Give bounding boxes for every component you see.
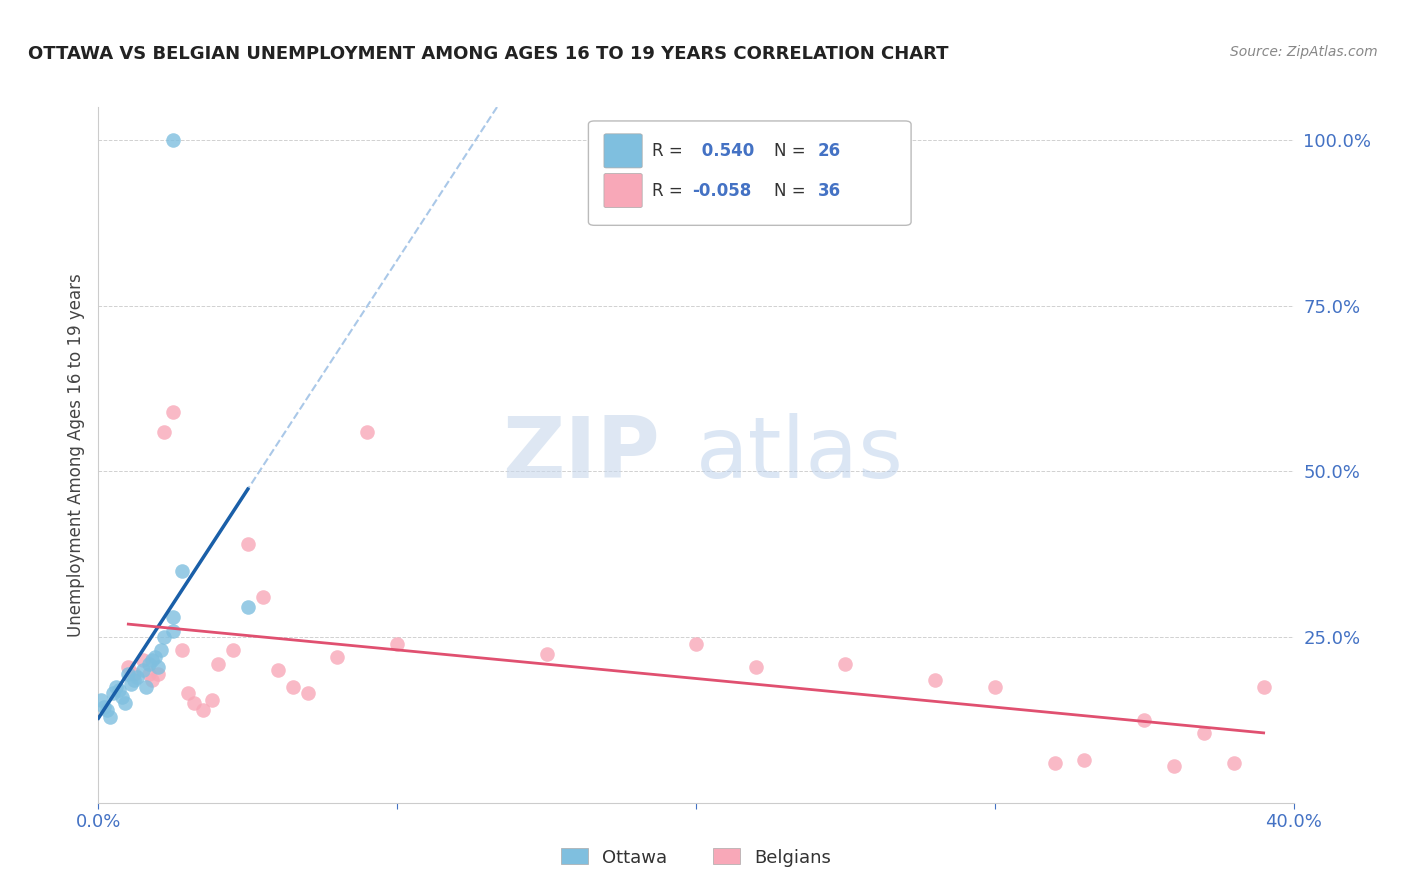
Text: R =: R =: [652, 142, 688, 160]
Point: [138, 657, 160, 671]
Text: -0.058: -0.058: [692, 182, 752, 200]
Point: [685, 637, 707, 651]
FancyBboxPatch shape: [605, 134, 643, 168]
Point: [98, 709, 122, 723]
Point: [834, 657, 856, 671]
Point: [117, 660, 139, 674]
Point: [117, 666, 139, 681]
Point: [297, 686, 319, 700]
Point: [207, 657, 229, 671]
Point: [191, 703, 214, 717]
Point: [148, 666, 170, 681]
Point: [162, 610, 184, 624]
Text: ZIP: ZIP: [502, 413, 661, 497]
Point: [1163, 759, 1185, 773]
Point: [124, 673, 146, 688]
Point: [183, 697, 205, 711]
Point: [148, 660, 170, 674]
Point: [124, 666, 146, 681]
Point: [153, 425, 176, 439]
Text: N =: N =: [773, 182, 810, 200]
Text: atlas: atlas: [696, 413, 904, 497]
Y-axis label: Unemployment Among Ages 16 to 19 years: Unemployment Among Ages 16 to 19 years: [66, 273, 84, 637]
FancyBboxPatch shape: [605, 173, 643, 208]
Text: N =: N =: [773, 142, 810, 160]
Point: [93, 699, 115, 714]
Point: [135, 680, 157, 694]
Point: [201, 693, 224, 707]
Text: R =: R =: [652, 182, 688, 200]
Point: [120, 676, 142, 690]
Legend: Ottawa, Belgians: Ottawa, Belgians: [554, 841, 838, 874]
Point: [143, 650, 166, 665]
Point: [132, 653, 155, 667]
Text: OTTAWA VS BELGIAN UNEMPLOYMENT AMONG AGES 16 TO 19 YEARS CORRELATION CHART: OTTAWA VS BELGIAN UNEMPLOYMENT AMONG AGE…: [28, 45, 949, 62]
Point: [96, 703, 118, 717]
Point: [162, 405, 184, 419]
Point: [138, 666, 160, 681]
Point: [1073, 753, 1095, 767]
Point: [1223, 756, 1246, 770]
Point: [252, 591, 274, 605]
Point: [141, 673, 163, 688]
Point: [150, 643, 173, 657]
Point: [114, 697, 136, 711]
Point: [153, 630, 176, 644]
Point: [1133, 713, 1156, 727]
Point: [162, 624, 184, 638]
Point: [222, 643, 245, 657]
Point: [132, 663, 155, 677]
Point: [103, 686, 125, 700]
Text: 26: 26: [818, 142, 841, 160]
Point: [141, 653, 163, 667]
Point: [172, 564, 194, 578]
Point: [162, 133, 184, 147]
Point: [105, 680, 128, 694]
FancyBboxPatch shape: [589, 121, 911, 226]
Point: [172, 643, 194, 657]
Point: [111, 690, 134, 704]
Point: [385, 637, 409, 651]
Point: [984, 680, 1007, 694]
Point: [326, 650, 349, 665]
Point: [356, 425, 378, 439]
Point: [108, 683, 131, 698]
Point: [745, 660, 768, 674]
Point: [1043, 756, 1066, 770]
Text: Source: ZipAtlas.com: Source: ZipAtlas.com: [1230, 45, 1378, 59]
Point: [536, 647, 558, 661]
Text: 0.540: 0.540: [696, 142, 754, 160]
Point: [127, 670, 149, 684]
Point: [1192, 726, 1215, 740]
Point: [281, 680, 304, 694]
Point: [1253, 680, 1275, 694]
Text: 36: 36: [818, 182, 841, 200]
Point: [236, 537, 259, 551]
Point: [267, 663, 290, 677]
Point: [924, 673, 946, 688]
Point: [90, 693, 112, 707]
Point: [236, 600, 259, 615]
Point: [177, 686, 200, 700]
